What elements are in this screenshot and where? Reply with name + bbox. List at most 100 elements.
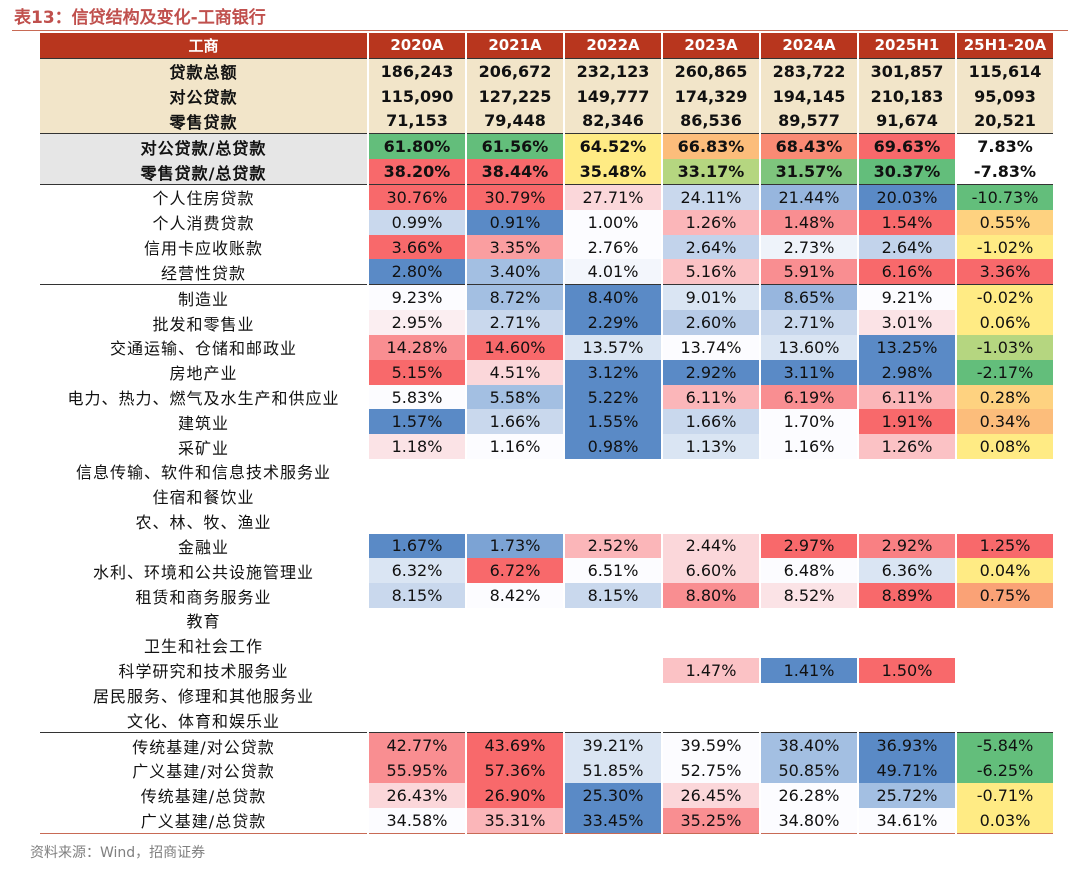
value-cell: 5.83% <box>368 384 467 410</box>
value-cell: 33.17% <box>662 159 761 185</box>
table-title: 表13：信贷结构及变化-工商银行 <box>14 8 266 28</box>
row-label: 租赁和商务服务业 <box>40 583 369 609</box>
value-cell: 174,329 <box>662 83 761 109</box>
value-cell: 7.83% <box>956 133 1055 160</box>
value-cell: 24.11% <box>662 183 761 210</box>
value-cell: 49.71% <box>858 758 957 783</box>
value-cell: 0.04% <box>956 558 1055 584</box>
table-row: 租赁和商务服务业 8.15% 8.42% 8.15% 8.80% 8.52% 8.89% 0.… <box>40 583 1055 609</box>
value-cell: -2.17% <box>956 359 1055 385</box>
value-cell: -1.02% <box>956 234 1055 260</box>
value-cell <box>368 508 467 534</box>
header-row: 工商 2020A 2021A 2022A 2023A 2024A 2025H1 … <box>40 33 1055 59</box>
value-cell: 2.95% <box>368 310 467 335</box>
header-2020a: 2020A <box>368 33 467 59</box>
value-cell: 26.90% <box>466 782 565 808</box>
row-label: 批发和零售业 <box>40 310 369 335</box>
value-cell: 1.73% <box>466 533 565 559</box>
value-cell: 34.58% <box>368 807 467 834</box>
value-cell: 38.40% <box>760 732 859 759</box>
value-cell: 51.85% <box>564 758 663 783</box>
value-cell: 301,857 <box>858 57 957 84</box>
value-cell: 9.01% <box>662 284 761 311</box>
value-cell <box>956 483 1055 509</box>
value-cell: 194,145 <box>760 83 859 109</box>
source-note: 资料来源：Wind，招商证券 <box>30 845 206 861</box>
value-cell: 9.21% <box>858 284 957 311</box>
value-cell <box>858 508 957 534</box>
value-cell: 1.54% <box>858 209 957 235</box>
value-cell <box>858 632 957 658</box>
value-cell <box>564 632 663 658</box>
title-divider <box>12 30 1068 31</box>
value-cell: 210,183 <box>858 83 957 109</box>
value-cell <box>662 508 761 534</box>
header-2023a: 2023A <box>662 33 761 59</box>
value-cell: 30.37% <box>858 159 957 185</box>
loan-structure-table: 工商 2020A 2021A 2022A 2023A 2024A 2025H1 … <box>40 33 1055 834</box>
value-cell: 6.36% <box>858 558 957 584</box>
value-cell: 8.72% <box>466 284 565 311</box>
row-label: 卫生和社会工作 <box>40 632 369 658</box>
value-cell: 36.93% <box>858 732 957 759</box>
row-label: 信用卡应收账款 <box>40 234 369 260</box>
value-cell: 34.80% <box>760 807 859 834</box>
value-cell: 2.64% <box>662 234 761 260</box>
value-cell: 0.03% <box>956 807 1055 834</box>
value-cell <box>368 707 467 733</box>
row-label: 科学研究和技术服务业 <box>40 657 369 683</box>
table-row: 卫生和社会工作 <box>40 632 1055 658</box>
value-cell: 86,536 <box>662 108 761 134</box>
value-cell: 1.25% <box>956 533 1055 559</box>
value-cell: 55.95% <box>368 758 467 783</box>
value-cell: 127,225 <box>466 83 565 109</box>
value-cell: 82,346 <box>564 108 663 134</box>
header-bank: 工商 <box>40 33 369 59</box>
row-label: 信息传输、软件和信息技术服务业 <box>40 459 369 484</box>
value-cell: 95,093 <box>956 83 1055 109</box>
value-cell: 3.12% <box>564 359 663 385</box>
value-cell: 8.65% <box>760 284 859 311</box>
row-label: 零售贷款 <box>40 108 369 134</box>
value-cell <box>956 608 1055 633</box>
value-cell <box>368 608 467 633</box>
table-row: 个人住房贷款 30.76% 30.79% 27.71% 24.11% 21.44% 20.0… <box>40 183 1055 210</box>
value-cell <box>760 459 859 484</box>
value-cell: 34.61% <box>858 807 957 834</box>
value-cell: 2.44% <box>662 533 761 559</box>
value-cell: 115,090 <box>368 83 467 109</box>
value-cell: 66.83% <box>662 133 761 160</box>
row-label: 个人消费贷款 <box>40 209 369 235</box>
value-cell <box>564 483 663 509</box>
value-cell <box>564 657 663 683</box>
value-cell: 1.48% <box>760 209 859 235</box>
value-cell: 186,243 <box>368 57 467 84</box>
value-cell: 26.45% <box>662 782 761 808</box>
value-cell: 0.08% <box>956 434 1055 460</box>
table-row: 制造业 9.23% 8.72% 8.40% 9.01% 8.65% 9.21% -0.02% <box>40 284 1055 311</box>
value-cell: 13.60% <box>760 334 859 360</box>
value-cell: 38.44% <box>466 159 565 185</box>
value-cell: 3.35% <box>466 234 565 260</box>
row-label: 电力、热力、燃气及水生产和供应业 <box>40 384 369 410</box>
value-cell: 13.25% <box>858 334 957 360</box>
value-cell: 2.98% <box>858 359 957 385</box>
value-cell: 6.16% <box>858 259 957 285</box>
value-cell: 33.45% <box>564 807 663 834</box>
value-cell: 13.57% <box>564 334 663 360</box>
value-cell: -7.83% <box>956 159 1055 185</box>
value-cell: 149,777 <box>564 83 663 109</box>
value-cell <box>368 483 467 509</box>
value-cell <box>662 707 761 733</box>
value-cell: 26.28% <box>760 782 859 808</box>
value-cell: 8.80% <box>662 583 761 609</box>
header-2025h1: 2025H1 <box>858 33 957 59</box>
table-row: 电力、热力、燃气及水生产和供应业 5.83% 5.58% 5.22% 6.11% 6.19… <box>40 384 1055 410</box>
value-cell <box>466 508 565 534</box>
value-cell: 283,722 <box>760 57 859 84</box>
value-cell: 3.11% <box>760 359 859 385</box>
row-label: 传统基建/总贷款 <box>40 782 369 808</box>
value-cell <box>564 682 663 708</box>
value-cell <box>956 707 1055 733</box>
row-label: 建筑业 <box>40 409 369 435</box>
